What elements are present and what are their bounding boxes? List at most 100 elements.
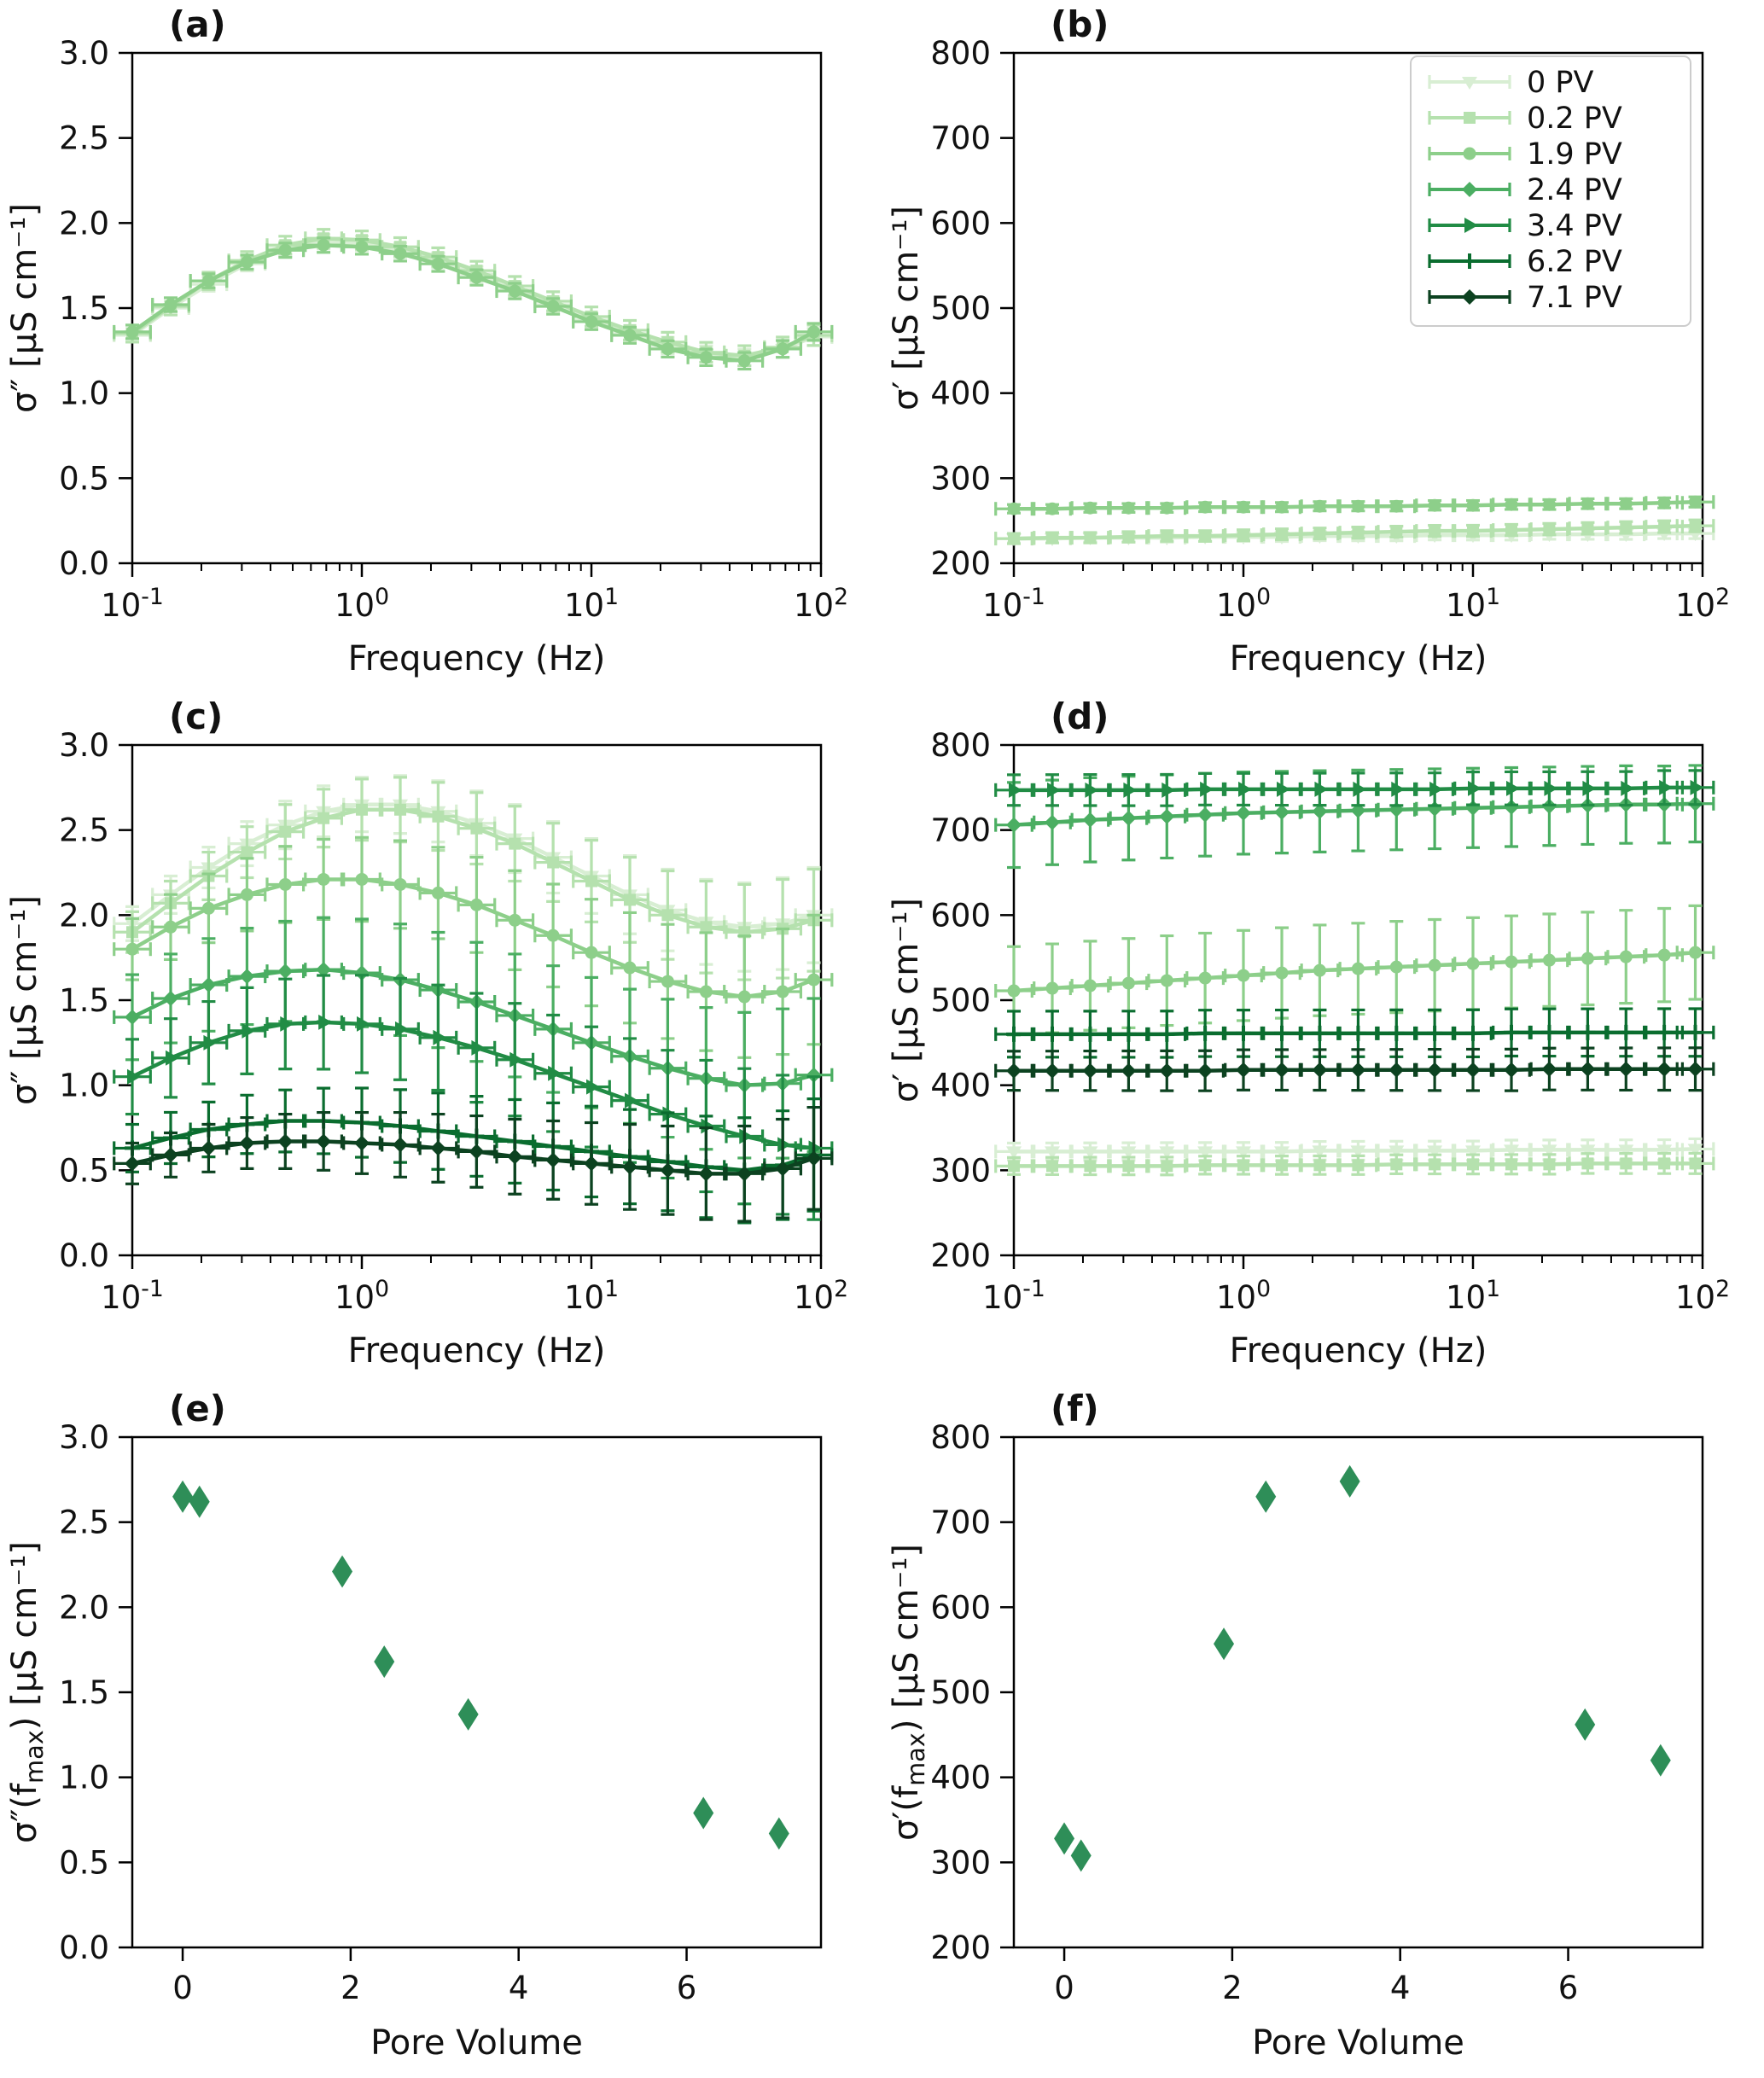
svg-text:200: 200 <box>930 545 991 582</box>
svg-text:100: 100 <box>335 1276 389 1316</box>
series-1-9-PV <box>994 495 1715 516</box>
axes <box>1012 1435 1704 1949</box>
x-axis: 10-1 100 101 102 <box>101 563 848 624</box>
svg-text:101: 101 <box>1446 584 1500 624</box>
svg-text:200: 200 <box>930 1237 991 1274</box>
x-axis: 10-1 100 101 102 <box>982 563 1730 624</box>
svg-text:1.5: 1.5 <box>59 290 109 327</box>
svg-text:0: 0 <box>1054 1970 1074 2006</box>
svg-text:400: 400 <box>930 375 991 412</box>
svg-text:500: 500 <box>930 982 991 1019</box>
legend: 0 PV0.2 PV1.9 PV2.4 PV3.4 PV6.2 PV7.1 PV <box>1410 55 1691 327</box>
panel-e-label: (e) <box>169 1388 226 1429</box>
svg-text:101: 101 <box>564 584 619 624</box>
y-axis: 0.0 0.5 1.0 1.5 2.0 2.5 3.0 <box>59 1419 132 1966</box>
svg-text:101: 101 <box>564 1276 619 1316</box>
series-3-4-PV <box>994 769 1715 807</box>
panel-b: (b) 200 300 400 500 600 700 800 10-1 100 101 102 Fr… <box>882 0 1763 692</box>
svg-text:3.0: 3.0 <box>59 1419 109 1456</box>
x-axis: 0 2 4 6 <box>1054 1947 1578 2006</box>
svg-text:700: 700 <box>930 1505 991 1541</box>
svg-text:2.0: 2.0 <box>59 897 109 934</box>
svg-text:100: 100 <box>335 584 389 624</box>
series-1-9-PV <box>994 904 1715 1037</box>
svg-text:2.0: 2.0 <box>59 1589 109 1626</box>
svg-text:600: 600 <box>930 205 991 242</box>
y-axis-label: σ′ [μS cm⁻¹] <box>887 898 926 1103</box>
svg-text:1.5: 1.5 <box>59 982 109 1019</box>
svg-text:3.0: 3.0 <box>59 727 109 764</box>
x-axis: 0 2 4 6 <box>172 1947 696 2006</box>
svg-text:600: 600 <box>930 897 991 934</box>
svg-text:0.0: 0.0 <box>59 1930 109 1966</box>
svg-text:3.4 PV: 3.4 PV <box>1527 209 1622 243</box>
svg-text:800: 800 <box>930 35 991 72</box>
svg-text:300: 300 <box>930 1152 991 1189</box>
svg-text:1.9 PV: 1.9 PV <box>1527 137 1622 172</box>
panel-a: (a) 0.0 0.5 1.0 1.5 2.0 2.5 3.0 10-1 100 101 102 Fr… <box>0 0 882 692</box>
series-6-2-PV <box>994 1007 1715 1059</box>
svg-text:300: 300 <box>930 460 991 497</box>
svg-text:1.5: 1.5 <box>59 1674 109 1711</box>
svg-text:10-1: 10-1 <box>982 1276 1045 1316</box>
svg-text:700: 700 <box>930 120 991 157</box>
svg-text:700: 700 <box>930 812 991 849</box>
x-axis: 10-1 100 101 102 <box>982 1255 1730 1316</box>
svg-text:2: 2 <box>341 1970 361 2006</box>
panel-b-label: (b) <box>1051 3 1109 45</box>
y-axis: 200 300 400 500 600 700 800 <box>930 35 1014 582</box>
svg-text:400: 400 <box>930 1760 991 1796</box>
svg-text:100: 100 <box>1216 1276 1271 1316</box>
y-axis-label: σ″ [μS cm⁻¹] <box>5 203 44 413</box>
panel-f: (f) 200 300 400 500 600 700 800 0 2 4 6 Pore Volume… <box>882 1384 1763 2076</box>
svg-text:6.2 PV: 6.2 PV <box>1527 245 1622 279</box>
y-axis-label: σ′(fmax) [μS cm⁻¹] <box>887 1544 930 1841</box>
svg-text:1.0: 1.0 <box>59 1068 109 1104</box>
svg-text:0.5: 0.5 <box>59 1844 109 1881</box>
y-axis: 0.0 0.5 1.0 1.5 2.0 2.5 3.0 <box>59 727 132 1274</box>
svg-text:0.2 PV: 0.2 PV <box>1527 102 1622 136</box>
scatter-points <box>1054 1464 1671 1872</box>
series-7-1-PV <box>113 1105 834 1223</box>
svg-text:4: 4 <box>509 1970 529 2006</box>
y-axis: 0.0 0.5 1.0 1.5 2.0 2.5 3.0 <box>59 35 132 582</box>
series-0-2-PV <box>994 518 1715 546</box>
svg-text:1.0: 1.0 <box>59 375 109 412</box>
svg-text:10-1: 10-1 <box>101 1276 164 1316</box>
svg-text:101: 101 <box>1446 1276 1500 1316</box>
svg-text:100: 100 <box>1216 584 1271 624</box>
scatter-points <box>172 1480 789 1850</box>
series-0-2-PV <box>113 776 834 981</box>
svg-text:102: 102 <box>1675 584 1730 624</box>
series-7-1-PV <box>994 1046 1715 1092</box>
svg-text:800: 800 <box>930 1419 991 1456</box>
panel-e: (e) 0.0 0.5 1.0 1.5 2.0 2.5 3.0 0 2 4 6 Pore Volume… <box>0 1384 882 2076</box>
svg-text:102: 102 <box>794 1276 848 1316</box>
panel-d-plot: 200 300 400 500 600 700 800 10-1 100 101 102 Freque… <box>887 727 1730 1371</box>
panel-e-plot: 0.0 0.5 1.0 1.5 2.0 2.5 3.0 0 2 4 6 Pore Volume σ″(f… <box>5 1419 823 2063</box>
svg-text:200: 200 <box>930 1930 991 1966</box>
panel-a-plot: 0.0 0.5 1.0 1.5 2.0 2.5 3.0 10-1 100 101 102 Freque… <box>5 35 848 678</box>
svg-text:4: 4 <box>1390 1970 1411 2006</box>
svg-text:2.5: 2.5 <box>59 120 109 157</box>
svg-text:10-1: 10-1 <box>101 584 164 624</box>
y-axis-label: σ′ [μS cm⁻¹] <box>887 206 926 410</box>
x-axis-label: Frequency (Hz) <box>348 1331 606 1371</box>
y-axis-label: σ″ [μS cm⁻¹] <box>5 895 44 1105</box>
panel-c-label: (c) <box>169 696 224 737</box>
panel-c: (c) 0.0 0.5 1.0 1.5 2.0 2.5 3.0 10-1 100 101 102 Fr… <box>0 692 882 1384</box>
panel-b-plot: 200 300 400 500 600 700 800 10-1 100 101 102 Freque… <box>887 35 1730 678</box>
svg-text:7.1 PV: 7.1 PV <box>1527 281 1622 315</box>
svg-text:0: 0 <box>172 1970 193 2006</box>
svg-text:6: 6 <box>677 1970 697 2006</box>
svg-text:3.0: 3.0 <box>59 35 109 72</box>
y-axis: 200 300 400 500 600 700 800 <box>930 727 1014 1274</box>
panel-d-label: (d) <box>1051 696 1109 737</box>
svg-text:2.0: 2.0 <box>59 205 109 242</box>
svg-text:0.0: 0.0 <box>59 545 109 582</box>
x-axis-label: Pore Volume <box>370 2023 583 2063</box>
svg-text:600: 600 <box>930 1589 991 1626</box>
svg-text:0.0: 0.0 <box>59 1237 109 1274</box>
svg-text:102: 102 <box>794 584 848 624</box>
